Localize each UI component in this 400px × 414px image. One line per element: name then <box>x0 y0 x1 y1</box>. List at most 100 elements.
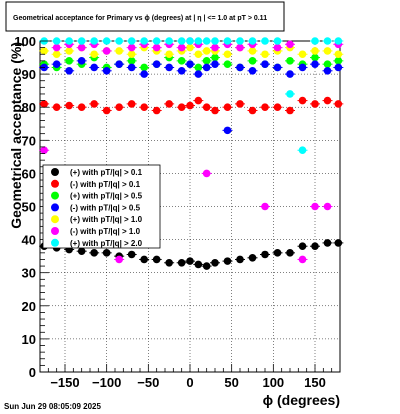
data-point <box>127 43 136 52</box>
data-point <box>65 37 73 45</box>
data-point <box>286 106 294 115</box>
x-tick-label: −150 <box>50 375 79 390</box>
data-point <box>115 60 123 68</box>
y-tick-label: 20 <box>22 299 36 314</box>
data-point <box>165 63 173 72</box>
data-point <box>127 57 136 65</box>
data-point <box>194 70 203 78</box>
data-point <box>140 103 148 111</box>
data-point <box>177 37 186 45</box>
series-3 <box>39 57 344 135</box>
legend-marker <box>51 191 59 200</box>
data-point <box>115 255 123 264</box>
data-point <box>202 169 211 178</box>
data-point <box>102 37 111 45</box>
data-point <box>127 100 136 108</box>
data-point <box>115 103 123 111</box>
y-tick-label: 10 <box>22 332 36 347</box>
data-point <box>52 37 61 45</box>
data-point <box>90 100 98 108</box>
x-tick-label: 0 <box>186 375 193 390</box>
data-point <box>311 100 319 108</box>
data-point <box>152 60 161 68</box>
data-point <box>186 60 194 68</box>
data-point <box>194 37 203 45</box>
data-point <box>211 37 219 45</box>
data-point <box>40 100 48 108</box>
data-point <box>323 47 332 55</box>
axes: −150 −100 −50 0 50 100 150 0 10 20 30 40 50 60 70 80 90 1… <box>14 34 341 390</box>
data-point <box>177 103 186 111</box>
data-point <box>261 250 269 259</box>
data-point <box>298 63 307 72</box>
data-point <box>273 249 282 257</box>
legend: (+) with pT/|q| > 0.1 (-) with pT/|q| > 0… <box>42 164 161 249</box>
data-point <box>186 257 194 265</box>
data-point <box>248 47 257 55</box>
data-point <box>177 43 186 52</box>
y-tick-label: 30 <box>22 266 36 281</box>
data-point <box>165 258 173 267</box>
data-point <box>298 255 307 264</box>
data-point <box>77 37 86 45</box>
legend-entry: (+) with pT/|q| > 0.5 <box>70 192 143 201</box>
legend-marker <box>51 168 59 176</box>
data-point <box>52 103 61 111</box>
data-point <box>202 103 211 111</box>
data-point <box>165 100 173 108</box>
data-point <box>202 47 211 55</box>
legend-entry: (+) with pT/|q| > 2.0 <box>70 239 143 248</box>
data-point <box>115 47 123 55</box>
data-point <box>311 37 319 45</box>
data-point <box>334 50 343 59</box>
data-point <box>236 255 244 264</box>
data-point <box>102 66 111 75</box>
data-point <box>177 57 186 65</box>
data-point <box>236 63 244 72</box>
series-2 <box>39 53 344 72</box>
data-point <box>286 40 294 49</box>
data-point <box>323 96 332 105</box>
data-point <box>273 43 282 52</box>
data-point <box>334 100 343 108</box>
data-point <box>202 37 211 45</box>
data-point <box>152 37 161 45</box>
x-tick-label: 100 <box>262 375 284 390</box>
chart-title: Geometrical acceptance for Primary vs ϕ … <box>13 15 267 22</box>
series-1 <box>39 96 344 115</box>
data-point <box>186 43 194 52</box>
data-point <box>202 63 211 72</box>
data-point <box>102 47 111 55</box>
data-point <box>202 57 211 65</box>
data-point <box>77 103 86 111</box>
data-point <box>127 50 136 59</box>
data-point <box>211 106 219 115</box>
data-point <box>223 126 232 135</box>
data-point <box>223 103 232 111</box>
data-point <box>102 249 111 257</box>
data-point <box>52 43 61 52</box>
data-point <box>90 249 98 257</box>
data-point <box>211 53 219 62</box>
data-point <box>273 63 282 72</box>
data-point <box>152 43 161 52</box>
data-point <box>211 60 219 68</box>
data-point <box>261 37 269 45</box>
data-point <box>261 202 269 211</box>
data-point <box>165 37 173 45</box>
y-tick-label: 40 <box>22 233 36 248</box>
data-point <box>211 43 219 52</box>
data-point <box>311 202 319 211</box>
data-point <box>261 103 269 111</box>
series-6 <box>39 37 344 155</box>
data-point <box>236 37 244 45</box>
legend-marker <box>51 227 59 235</box>
data-point <box>298 50 307 59</box>
data-point <box>165 50 173 59</box>
data-point <box>40 47 48 55</box>
data-point <box>286 70 294 78</box>
y-tick-label: 100 <box>14 34 36 49</box>
data-point <box>248 37 257 45</box>
data-point <box>334 239 343 247</box>
